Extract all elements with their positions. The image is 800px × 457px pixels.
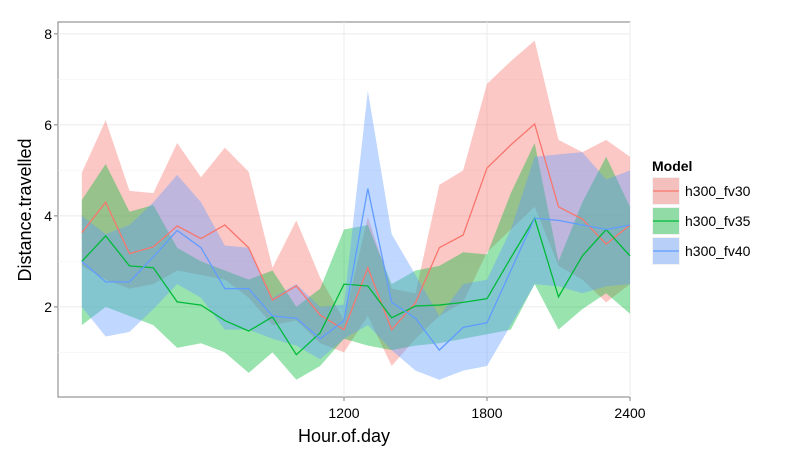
legend-label-h300_fv40: h300_fv40 <box>685 243 751 259</box>
line-h300_fv30 <box>81 122 631 331</box>
legend-label-h300_fv30: h300_fv30 <box>685 183 751 199</box>
y-tick-label: 4 <box>44 208 52 224</box>
y-tick-label: 6 <box>44 117 52 133</box>
y-axis-label: Distance.travelled <box>15 138 35 281</box>
legend-title: Model <box>652 158 692 174</box>
legend-label-h300_fv35: h300_fv35 <box>685 213 751 229</box>
ribbon-h300_fv40 <box>81 90 631 380</box>
x-tick-label: 1800 <box>471 405 502 421</box>
line-h300_fv40 <box>81 188 631 352</box>
y-tick-label: 8 <box>44 26 52 42</box>
x-tick-label: 1200 <box>328 405 359 421</box>
ribbon-h300_fv30 <box>81 40 631 367</box>
y-tick-label: 2 <box>44 299 52 315</box>
x-axis-label: Hour.of.day <box>298 426 390 446</box>
line-h300_fv35 <box>81 216 631 356</box>
ribbon-h300_fv35 <box>81 143 631 380</box>
x-tick-label: 2400 <box>614 405 645 421</box>
